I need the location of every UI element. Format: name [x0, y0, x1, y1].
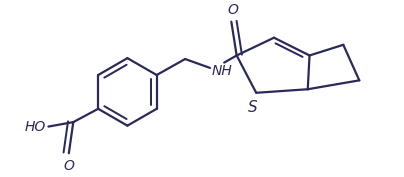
- Text: NH: NH: [212, 64, 233, 78]
- Text: O: O: [228, 3, 238, 17]
- Text: O: O: [63, 159, 74, 173]
- Text: S: S: [248, 100, 257, 115]
- Text: HO: HO: [25, 120, 46, 134]
